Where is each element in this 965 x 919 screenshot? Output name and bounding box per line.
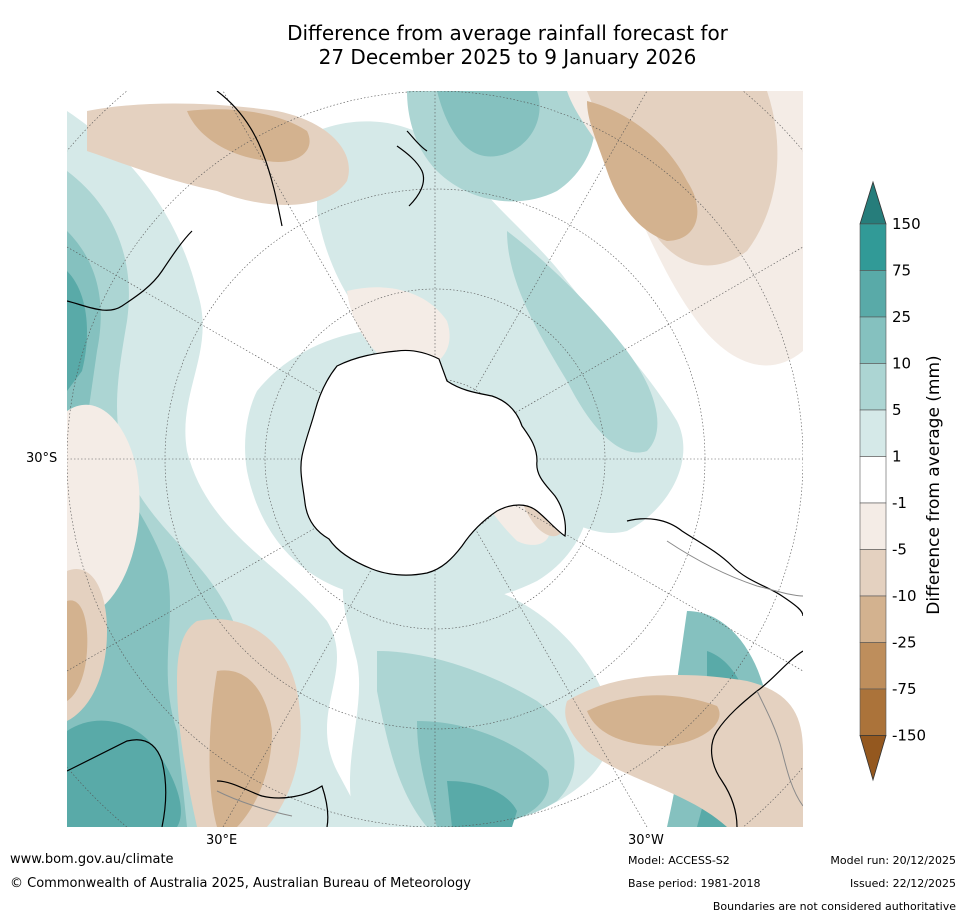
colorbar-tick: 10 [892,355,911,373]
wet-zone-south-pacific [507,231,658,453]
dry-zone-se-pacific-strong [587,101,698,241]
wet-zone-tasman [317,121,684,533]
model-name: Model: ACCESS-S2 [628,854,730,867]
colorbar-bin-neutral [859,456,887,504]
issued-date: Issued: 22/12/2025 [849,877,956,890]
colorbar-bin-75-150 [859,223,887,271]
latitude-label-30s: 30°S [26,451,58,466]
wet-zone-pacific-north-core [437,91,540,157]
colorbar-bin-minus1-minus5 [859,502,887,550]
longitude-label-30e: 30°E [206,833,238,848]
colorbar-tick: 150 [892,215,921,233]
antarctica-coast [300,349,567,576]
dry-zone-nw-core [187,109,310,162]
colorbar-tick: -5 [892,541,907,559]
colorbar-bin-minus75-minus150 [859,688,887,736]
australia-coast [216,780,329,827]
coastlines [67,91,803,827]
boundaries-disclaimer: Boundaries are not considered authoritat… [712,900,956,913]
dry-zone-weddell [347,287,450,371]
title-line-1: Difference from average rainfall forecas… [287,21,728,45]
southern-africa-coast [67,739,167,827]
colorbar-tick: -10 [892,587,917,605]
colorbar-bin-5-10 [859,363,887,411]
colorbar-extend-bottom [859,735,887,782]
base-period: Base period: 1981-2018 [628,877,761,890]
australia-tasmania-east [216,91,283,227]
colorbar-bin-10-25 [859,316,887,364]
colorbar-title: Difference from average (mm) [924,355,944,615]
colorbar-bin-minus10-minus25 [859,595,887,643]
colorbar-bin-minus25-minus75 [859,642,887,690]
copyright-text: © Commonwealth of Australia 2025, Austra… [10,876,471,891]
longitude-label-30w: 30°W [628,833,664,848]
dry-zone-south-africa-core [209,670,272,827]
colorbar-bins [859,223,887,736]
colorbar-tick: -150 [892,727,926,745]
colorbar: 150 75 25 10 5 1 -1 -5 -10 -25 -75 -150 [859,180,926,782]
colorbar-tick-labels: 150 75 25 10 5 1 -1 -5 -10 -25 -75 -150 [892,215,926,745]
south-america-coast [626,518,803,827]
new-zealand-south-island [396,145,425,207]
wet-zone-atlantic-max [447,781,517,827]
colorbar-tick: 5 [892,401,902,419]
colorbar-tick: -25 [892,634,917,652]
colorbar-tick: -1 [892,494,907,512]
new-zealand-north-island [406,130,428,152]
colorbar-tick: -75 [892,680,917,698]
website-link[interactable]: www.bom.gov.au/climate [10,852,174,867]
model-run-date: Model run: 20/12/2025 [830,854,956,867]
rainfall-anomaly-map [67,91,803,827]
wet-zone-indian-ocean-max [67,271,87,391]
country-borders [216,540,803,817]
wet-zone-south-australia [67,720,181,827]
chart-title: Difference from average rainfall forecas… [0,21,965,69]
colorbar-tick: 75 [892,262,911,280]
colorbar-extend-top [859,180,887,225]
colorbar-bin-minus5-minus10 [859,549,887,597]
australia-south-coast [67,230,193,311]
title-line-2: 27 December 2025 to 9 January 2026 [318,45,697,69]
dry-zone-south-atlantic-core [587,695,720,746]
colorbar-tick: 1 [892,448,902,466]
dry-zone-west-indian-strong [67,600,88,701]
colorbar-bin-1-5 [859,409,887,457]
colorbar-tick: 25 [892,308,911,326]
colorbar-bin-25-75 [859,270,887,318]
